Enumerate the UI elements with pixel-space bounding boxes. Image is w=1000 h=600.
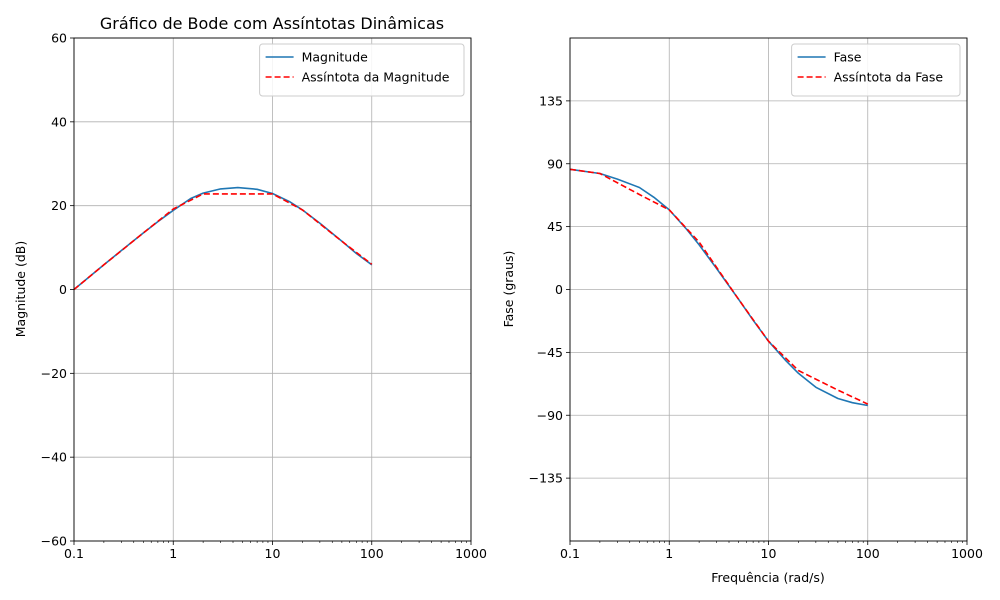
phase-x-tick-label: 100 bbox=[856, 546, 880, 561]
phase-x-tick-label: 0.1 bbox=[560, 546, 580, 561]
phase-panel: Fase (graus) Frequência (rad/s) 0.1 1 10 10… bbox=[501, 37, 983, 585]
magnitude-y-tick-label: 40 bbox=[51, 114, 67, 129]
magnitude-plot-frame bbox=[73, 37, 472, 542]
magnitude-legend-box bbox=[259, 43, 465, 97]
phase-y-tick-label: 135 bbox=[539, 93, 563, 108]
magnitude-y-tick-label: −20 bbox=[41, 366, 67, 381]
magnitude-y-axis-label: Magnitude (dB) bbox=[13, 241, 28, 337]
magnitude-panel: Gráfico de Bode com Assíntotas Dinâmicas… bbox=[13, 14, 487, 561]
phase-x-tick-label: 1000 bbox=[951, 546, 983, 561]
magnitude-x-tick-label: 100 bbox=[360, 546, 384, 561]
phase-legend: Fase Assíntota da Fase bbox=[791, 43, 961, 97]
phase-legend-label-1: Fase bbox=[834, 50, 862, 65]
phase-y-tick-label: −45 bbox=[537, 345, 563, 360]
magnitude-x-tick-label: 1000 bbox=[455, 546, 487, 561]
phase-plot-frame bbox=[569, 37, 968, 542]
magnitude-y-tick-label: 20 bbox=[51, 198, 67, 213]
phase-y-axis-label: Fase (graus) bbox=[501, 251, 516, 328]
phase-legend-label-2: Assíntota da Fase bbox=[834, 70, 944, 85]
phase-x-tick-label: 10 bbox=[761, 546, 777, 561]
magnitude-series-line-2 bbox=[73, 193, 373, 291]
magnitude-y-tick-label: 0 bbox=[59, 282, 67, 297]
phase-y-tick-label: −90 bbox=[537, 408, 563, 423]
magnitude-legend-label-1: Magnitude bbox=[302, 50, 369, 65]
phase-y-tick-label: 45 bbox=[547, 219, 563, 234]
phase-x-axis-label: Frequência (rad/s) bbox=[711, 570, 825, 585]
magnitude-y-tick-label: −60 bbox=[41, 534, 67, 549]
magnitude-x-tick-label: 1 bbox=[169, 546, 177, 561]
phase-y-tick-label: −135 bbox=[529, 471, 563, 486]
magnitude-x-tick-label: 0.1 bbox=[64, 546, 84, 561]
phase-legend-box bbox=[791, 43, 961, 97]
phase-y-tick-label: 90 bbox=[547, 156, 563, 171]
magnitude-y-tick-label: −40 bbox=[41, 450, 67, 465]
phase-series-line-2 bbox=[569, 168, 869, 405]
magnitude-y-tick-label: 60 bbox=[51, 31, 67, 46]
magnitude-legend-label-2: Assíntota da Magnitude bbox=[302, 70, 450, 85]
phase-y-tick-label: 0 bbox=[555, 282, 563, 297]
magnitude-chart-title: Gráfico de Bode com Assíntotas Dinâmicas bbox=[100, 14, 444, 33]
magnitude-legend: Magnitude Assíntota da Magnitude bbox=[259, 43, 465, 97]
phase-x-tick-label: 1 bbox=[665, 546, 673, 561]
magnitude-x-tick-label: 10 bbox=[265, 546, 281, 561]
